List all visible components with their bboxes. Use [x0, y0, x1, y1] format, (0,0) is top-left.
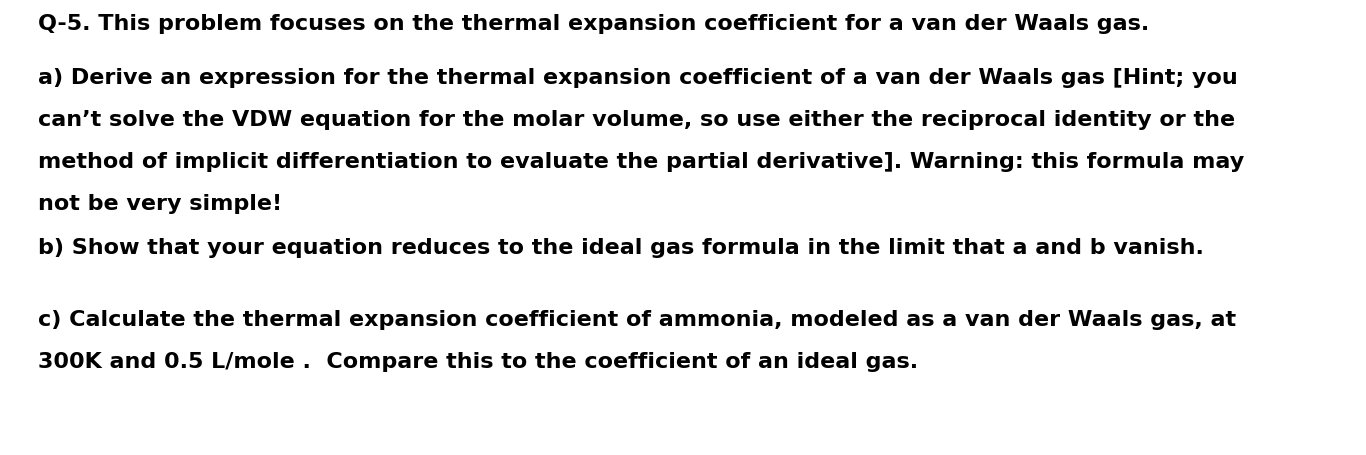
Text: 300K and 0.5 L/mole .  Compare this to the coefficient of an ideal gas.: 300K and 0.5 L/mole . Compare this to th… — [38, 351, 918, 371]
Text: not be very simple!: not be very simple! — [38, 193, 283, 213]
Text: a) Derive an expression for the thermal expansion coefficient of a van der Waals: a) Derive an expression for the thermal … — [38, 68, 1238, 88]
Text: method of implicit differentiation to evaluate the partial derivative]. Warning:: method of implicit differentiation to ev… — [38, 152, 1244, 172]
Text: Q-5. This problem focuses on the thermal expansion coefficient for a van der Waa: Q-5. This problem focuses on the thermal… — [38, 14, 1149, 34]
Text: can’t solve the VDW equation for the molar volume, so use either the reciprocal : can’t solve the VDW equation for the mol… — [38, 110, 1235, 130]
Text: c) Calculate the thermal expansion coefficient of ammonia, modeled as a van der : c) Calculate the thermal expansion coeff… — [38, 309, 1236, 329]
Text: b) Show that your equation reduces to the ideal gas formula in the limit that a : b) Show that your equation reduces to th… — [38, 238, 1203, 258]
